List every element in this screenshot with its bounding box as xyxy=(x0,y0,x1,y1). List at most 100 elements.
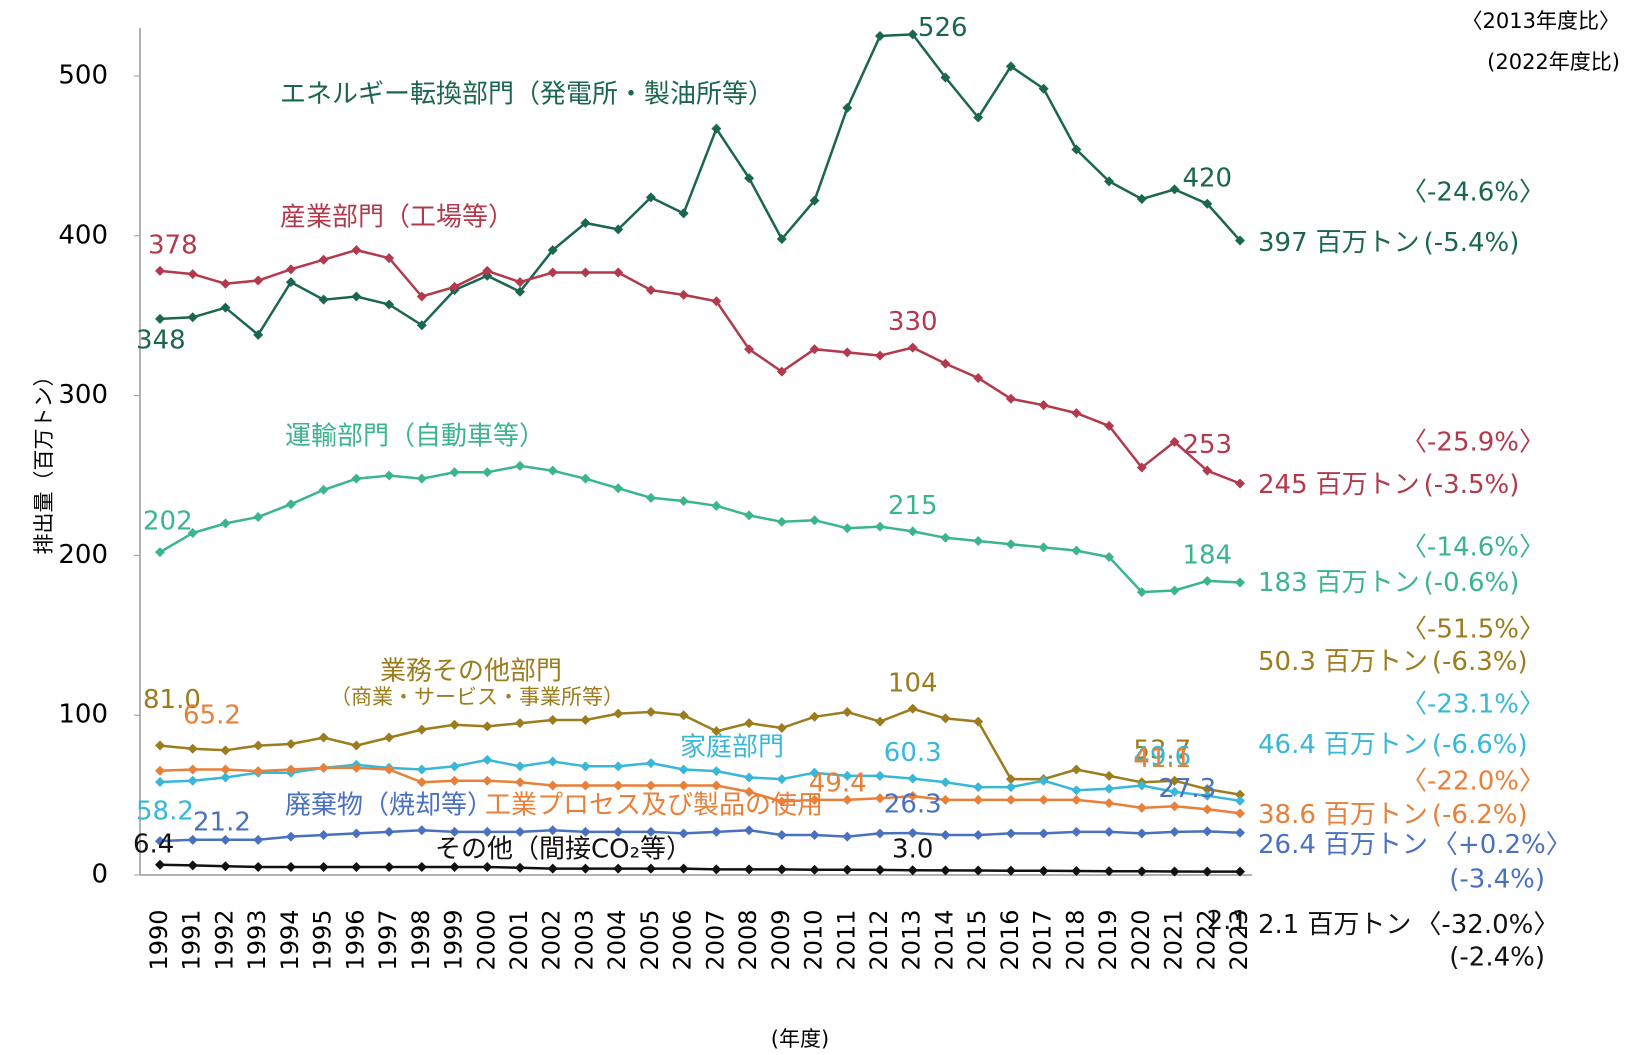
data-label: 53.7 xyxy=(1133,736,1191,766)
marker xyxy=(253,862,264,873)
marker xyxy=(613,826,624,837)
marker xyxy=(285,264,296,275)
end-unit: 百万トン xyxy=(1324,730,1428,760)
series-line xyxy=(159,766,1241,815)
end-value: 245 xyxy=(1258,470,1308,500)
marker xyxy=(1071,764,1082,775)
marker xyxy=(351,862,362,873)
marker xyxy=(809,711,820,722)
y-tick-label: 200 xyxy=(58,540,108,570)
marker xyxy=(285,831,296,842)
data-label: 526 xyxy=(918,13,968,43)
marker xyxy=(875,770,885,781)
marker xyxy=(1169,585,1180,596)
change: (-0.6%) xyxy=(1424,568,1520,598)
series-line xyxy=(159,863,1240,873)
marker xyxy=(1235,808,1245,819)
data-label: 49.4 xyxy=(809,769,867,799)
marker xyxy=(482,862,493,873)
x-tick-label: 2008 xyxy=(734,909,762,970)
marker xyxy=(384,299,395,310)
end-value: 2.1 xyxy=(1258,910,1299,940)
marker xyxy=(711,826,722,837)
marker xyxy=(645,192,656,203)
end-label: 183 百万トン (-0.6%) xyxy=(1258,568,1519,598)
x-tick-label: 2001 xyxy=(505,909,533,970)
marker xyxy=(1136,866,1147,877)
marker xyxy=(744,786,755,797)
y-tick-label: 100 xyxy=(58,700,108,730)
marker xyxy=(351,291,362,302)
marker xyxy=(645,758,656,769)
marker xyxy=(1235,866,1245,877)
marker xyxy=(907,791,918,802)
marker xyxy=(155,765,165,776)
marker xyxy=(809,344,820,355)
marker xyxy=(776,864,787,875)
marker xyxy=(187,743,198,754)
marker xyxy=(351,828,362,839)
marker xyxy=(482,265,493,276)
change: 〈-14.6%〉 xyxy=(1401,533,1545,563)
marker xyxy=(711,500,722,511)
marker xyxy=(416,724,427,735)
series-line xyxy=(159,829,1241,843)
marker xyxy=(744,510,755,521)
marker xyxy=(253,740,264,751)
marker xyxy=(515,460,525,471)
data-label: 26.3 xyxy=(884,789,942,819)
end-value: 50.3 xyxy=(1258,647,1316,677)
marker xyxy=(547,267,558,278)
marker xyxy=(875,864,885,875)
marker xyxy=(580,826,591,837)
change: (-6.3%) xyxy=(1432,647,1528,677)
marker xyxy=(809,830,820,841)
change: 〈+0.2%〉 xyxy=(1432,830,1572,860)
marker xyxy=(155,313,165,324)
marker xyxy=(384,862,395,873)
marker xyxy=(318,830,329,841)
marker xyxy=(253,329,264,340)
end-label: 50.3 百万トン (-6.3%) xyxy=(1258,647,1528,677)
marker xyxy=(744,864,755,875)
marker xyxy=(220,518,231,529)
marker xyxy=(351,762,362,773)
marker xyxy=(973,372,984,383)
marker xyxy=(155,740,165,751)
marker xyxy=(1005,794,1016,805)
x-tick-label: 1993 xyxy=(243,909,271,970)
series-line xyxy=(159,248,1241,485)
marker xyxy=(253,512,264,523)
marker xyxy=(187,528,198,539)
marker xyxy=(1005,61,1016,72)
compare-header: 〈2013年度比〉 xyxy=(1462,9,1620,33)
marker xyxy=(351,473,362,484)
marker xyxy=(318,254,329,265)
x-tick-label: 2016 xyxy=(996,909,1024,970)
data-label: 184 xyxy=(1182,540,1232,570)
change: 〈-23.1%〉 xyxy=(1401,690,1545,720)
marker xyxy=(515,761,525,772)
x-tick-label: 2004 xyxy=(603,909,631,970)
marker xyxy=(776,516,787,527)
marker xyxy=(645,706,656,717)
data-label: 253 xyxy=(1182,430,1232,460)
marker xyxy=(580,714,591,725)
x-tick-label: 2017 xyxy=(1029,909,1057,970)
marker xyxy=(613,224,624,235)
data-label: 104 xyxy=(888,668,938,698)
data-label: 215 xyxy=(888,491,938,521)
data-label: 41.1 xyxy=(1133,744,1191,774)
marker xyxy=(744,344,755,355)
marker xyxy=(711,864,722,875)
marker xyxy=(678,764,689,775)
data-label: 81.0 xyxy=(143,685,201,715)
change: (-5.4%) xyxy=(1424,228,1520,258)
marker xyxy=(744,718,755,729)
marker xyxy=(907,342,918,353)
marker xyxy=(1038,400,1049,411)
marker xyxy=(1104,783,1115,794)
marker xyxy=(416,825,427,836)
marker xyxy=(220,834,231,845)
x-tick-label: 2013 xyxy=(898,909,926,970)
